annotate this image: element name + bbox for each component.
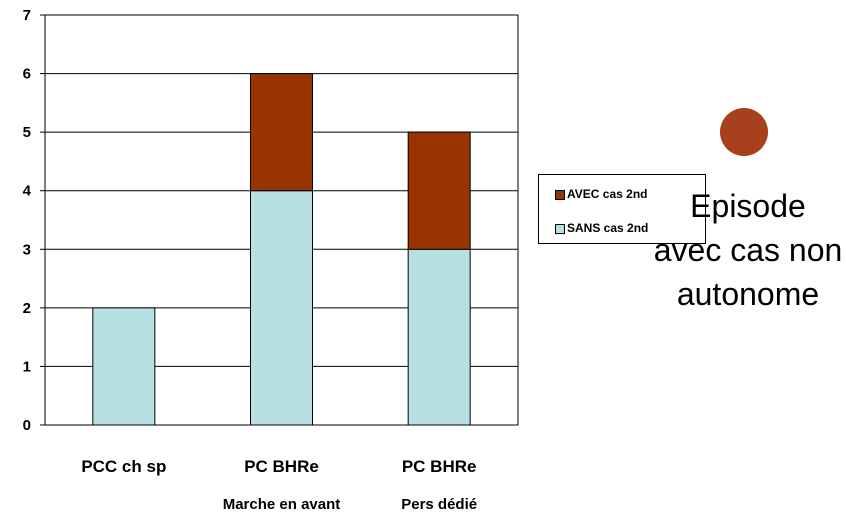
y-tick-label-1: 1: [23, 358, 31, 375]
bar-2-sans: [250, 190, 313, 426]
y-tick-label-3: 3: [23, 241, 31, 258]
y-tick-label-0: 0: [23, 417, 31, 434]
legend-item-avec: AVEC cas 2nd: [555, 187, 647, 201]
y-tick-label-5: 5: [23, 124, 31, 141]
y-tick-label-6: 6: [23, 66, 31, 83]
bar-1-sans: [92, 307, 156, 426]
x-category-label-1: PCC ch sp: [81, 457, 166, 476]
y-tick-label-2: 2: [23, 300, 31, 317]
bar-3-sans: [407, 248, 471, 426]
x-category-label-2: PC BHRe: [244, 457, 319, 476]
legend-swatch-avec: [555, 189, 565, 200]
y-tick-labels: 0 1 2 3 4 5 6 7: [23, 7, 32, 434]
legend: AVEC cas 2nd SANS cas 2nd: [538, 174, 706, 244]
circle-bullet-icon: [720, 108, 768, 156]
x-category-labels: PCC ch sp PC BHRe Marche en avant PC BHRe Pe…: [81, 457, 477, 513]
plot-frame: [44, 14, 519, 426]
y-tick-label-4: 4: [23, 183, 32, 200]
bar-2-avec: [250, 73, 313, 192]
note-text: Episode avec cas non autonome: [653, 188, 843, 312]
axes: [40, 14, 519, 426]
legend-swatch-sans: [555, 223, 565, 234]
bar-3-avec: [407, 131, 471, 250]
bars: [92, 73, 471, 426]
x-category-label-3: PC BHRe: [402, 457, 477, 476]
x-subcategory-label-3: Pers dédié: [401, 496, 477, 513]
x-subcategory-label-2: Marche en avant: [223, 496, 341, 513]
legend-item-sans: SANS cas 2nd: [555, 221, 648, 235]
legend-label-avec: AVEC cas 2nd: [567, 187, 648, 201]
y-tick-label-7: 7: [23, 7, 31, 24]
legend-label-sans: SANS cas 2nd: [567, 221, 649, 235]
